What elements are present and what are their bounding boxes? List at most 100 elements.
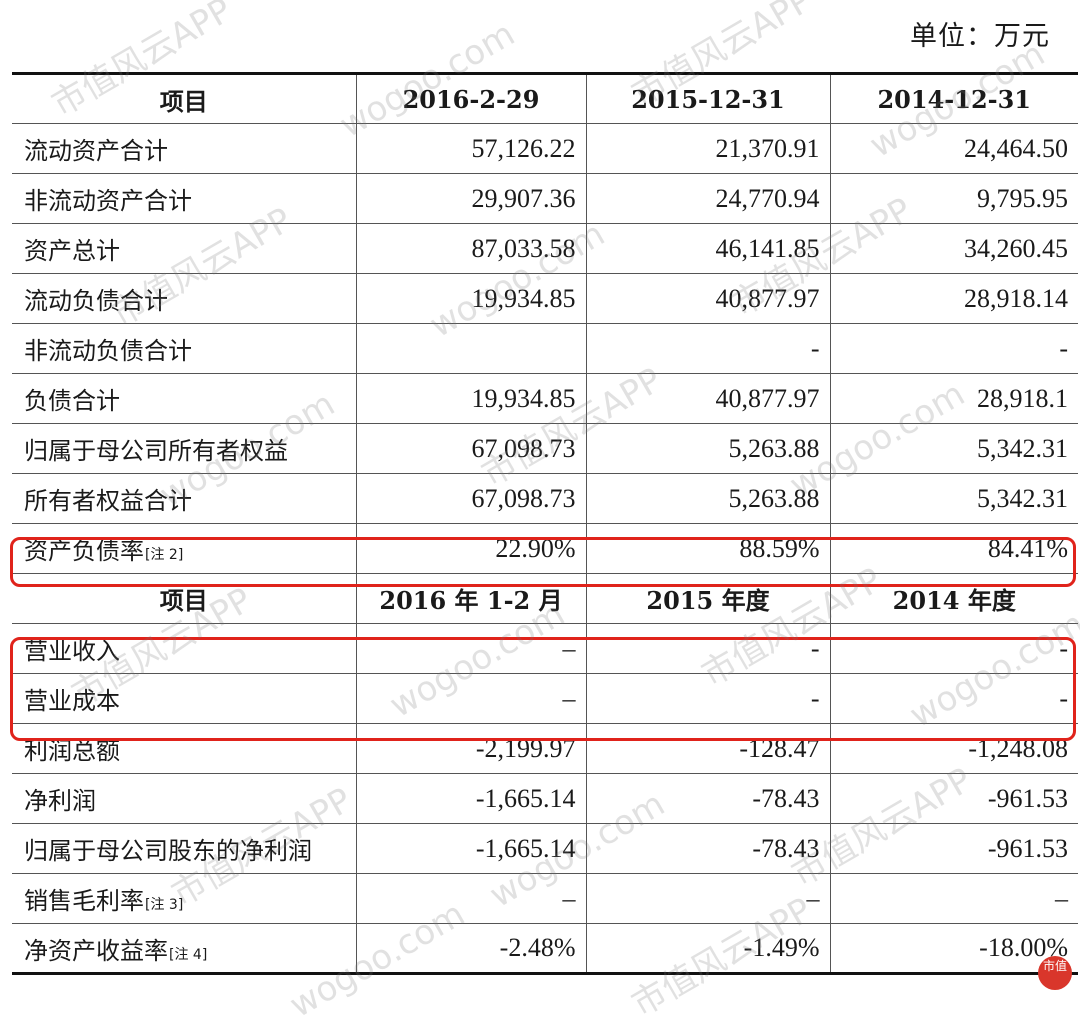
value-cell: 46,141.85 xyxy=(585,223,831,274)
row-label: 利润总额 xyxy=(24,737,120,765)
financial-table: 项目 2016-2-29 2015-12-31 2014-12-31 流动资产合计 57,… xyxy=(12,72,1078,975)
value-cell: 40,877.97 xyxy=(585,273,831,324)
row-label-cell: 营业成本 xyxy=(12,673,357,724)
value-cell: - xyxy=(585,323,831,374)
value-cell: 28,918.14 xyxy=(829,273,1078,324)
row-label: 资产总计 xyxy=(24,237,120,265)
table-row: 流动负债合计 19,934.85 40,877.97 28,918.14 xyxy=(12,273,1078,324)
value-cell: 19,934.85 xyxy=(355,373,587,424)
value-cell: 84.41% xyxy=(829,523,1078,574)
row-label: 流动负债合计 xyxy=(24,287,168,315)
row-label-cell: 营业收入 xyxy=(12,623,357,674)
table-row: 营业成本 – - - xyxy=(12,673,1078,724)
value-cell: 22.90% xyxy=(355,523,587,574)
row-label-cell: 非流动负债合计 xyxy=(12,323,357,374)
row-label: 非流动负债合计 xyxy=(24,337,192,365)
value-cell: -1,665.14 xyxy=(355,823,587,874)
row-label-cell: 销售毛利率[注 3] xyxy=(12,873,357,924)
row-label-cell: 资产负债率[注 2] xyxy=(12,523,357,574)
table-row: 营业收入 – - - xyxy=(12,623,1078,674)
table-row: 资产负债率[注 2] 22.90% 88.59% 84.41% xyxy=(12,523,1078,574)
brand-logo-icon: 市值 xyxy=(1038,956,1072,990)
value-cell: 57,126.22 xyxy=(355,123,587,174)
value-cell: 21,370.91 xyxy=(585,123,831,174)
value-cell: 5,342.31 xyxy=(829,423,1078,474)
value-cell: -961.53 xyxy=(829,823,1078,874)
table-row: 非流动负债合计 - - xyxy=(12,323,1078,374)
header-period: 2014 年度 xyxy=(829,573,1078,624)
table-row: 所有者权益合计 67,098.73 5,263.88 5,342.31 xyxy=(12,473,1078,524)
row-label: 所有者权益合计 xyxy=(24,487,192,515)
row-label: 归属于母公司所有者权益 xyxy=(24,437,288,465)
header-item: 项目 xyxy=(12,72,357,124)
value-cell: 67,098.73 xyxy=(355,473,587,524)
value-cell: – xyxy=(585,873,831,924)
value-cell: -128.47 xyxy=(585,723,831,774)
header-period: 2016 年 1-2 月 xyxy=(355,573,587,624)
header-period: 2015-12-31 xyxy=(585,72,831,124)
row-label: 营业收入 xyxy=(24,637,120,665)
row-label-cell: 流动资产合计 xyxy=(12,123,357,174)
value-cell: 40,877.97 xyxy=(585,373,831,424)
header-item: 项目 xyxy=(12,573,357,624)
value-cell: -1,665.14 xyxy=(355,773,587,824)
value-cell: 5,342.31 xyxy=(829,473,1078,524)
row-label-cell: 非流动资产合计 xyxy=(12,173,357,224)
table-header-row: 项目 2016 年 1-2 月 2015 年度 2014 年度 xyxy=(12,573,1078,624)
table-row: 资产总计 87,033.58 46,141.85 34,260.45 xyxy=(12,223,1078,274)
table-row: 净资产收益率[注 4] -2.48% -1.49% -18.00% xyxy=(12,923,1078,975)
value-cell: 24,770.94 xyxy=(585,173,831,224)
row-label-cell: 所有者权益合计 xyxy=(12,473,357,524)
row-label-cell: 流动负债合计 xyxy=(12,273,357,324)
footnote-ref: [注 4] xyxy=(169,946,208,963)
value-cell xyxy=(355,323,587,374)
table-row: 净利润 -1,665.14 -78.43 -961.53 xyxy=(12,773,1078,824)
value-cell: 34,260.45 xyxy=(829,223,1078,274)
row-label: 非流动资产合计 xyxy=(24,187,192,215)
value-cell: -18.00% xyxy=(829,923,1078,975)
value-cell: -2,199.97 xyxy=(355,723,587,774)
row-label-cell: 资产总计 xyxy=(12,223,357,274)
value-cell: 67,098.73 xyxy=(355,423,587,474)
table-header-row: 项目 2016-2-29 2015-12-31 2014-12-31 xyxy=(12,72,1078,124)
row-label-cell: 归属于母公司所有者权益 xyxy=(12,423,357,474)
value-cell: 29,907.36 xyxy=(355,173,587,224)
table-row: 流动资产合计 57,126.22 21,370.91 24,464.50 xyxy=(12,123,1078,174)
row-label: 负债合计 xyxy=(24,387,120,415)
row-label: 资产负债率 xyxy=(24,537,144,565)
table-row: 归属于母公司股东的净利润 -1,665.14 -78.43 -961.53 xyxy=(12,823,1078,874)
value-cell: – xyxy=(355,673,587,724)
header-period: 2015 年度 xyxy=(585,573,831,624)
value-cell: - xyxy=(585,623,831,674)
value-cell: - xyxy=(829,323,1078,374)
value-cell: -1.49% xyxy=(585,923,831,975)
value-cell: 87,033.58 xyxy=(355,223,587,274)
header-period: 2014-12-31 xyxy=(829,72,1078,124)
value-cell: -78.43 xyxy=(585,773,831,824)
row-label: 净利润 xyxy=(24,787,96,815)
row-label-cell: 负债合计 xyxy=(12,373,357,424)
value-cell: – xyxy=(355,623,587,674)
value-cell: -961.53 xyxy=(829,773,1078,824)
row-label: 营业成本 xyxy=(24,687,120,715)
value-cell: 24,464.50 xyxy=(829,123,1078,174)
value-cell: -1,248.08 xyxy=(829,723,1078,774)
row-label: 销售毛利率 xyxy=(24,887,144,915)
table-row: 销售毛利率[注 3] – – – xyxy=(12,873,1078,924)
row-label-cell: 归属于母公司股东的净利润 xyxy=(12,823,357,874)
value-cell: -2.48% xyxy=(355,923,587,975)
value-cell: 9,795.95 xyxy=(829,173,1078,224)
value-cell: – xyxy=(829,873,1078,924)
table-row: 非流动资产合计 29,907.36 24,770.94 9,795.95 xyxy=(12,173,1078,224)
table-row: 归属于母公司所有者权益 67,098.73 5,263.88 5,342.31 xyxy=(12,423,1078,474)
value-cell: -78.43 xyxy=(585,823,831,874)
header-period: 2016-2-29 xyxy=(355,72,587,124)
value-cell: 5,263.88 xyxy=(585,473,831,524)
footnote-ref: [注 3] xyxy=(145,897,184,913)
value-cell: 88.59% xyxy=(585,523,831,574)
value-cell: – xyxy=(355,873,587,924)
value-cell: - xyxy=(829,673,1078,724)
value-cell: - xyxy=(585,673,831,724)
row-label: 归属于母公司股东的净利润 xyxy=(24,837,312,865)
value-cell: 19,934.85 xyxy=(355,273,587,324)
